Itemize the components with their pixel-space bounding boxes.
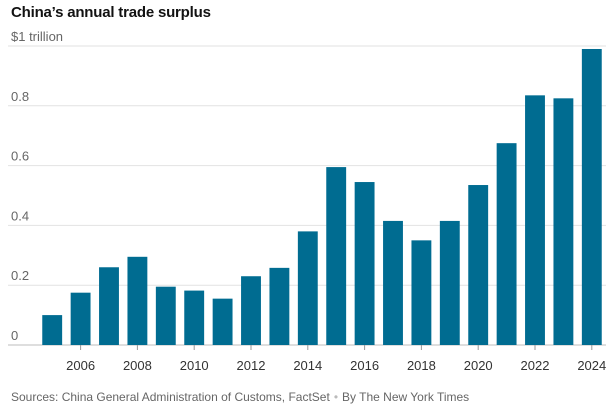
x-tick-label: 2010: [180, 358, 209, 373]
y-tick-label: 0: [11, 328, 18, 343]
bar-2024: [581, 48, 602, 346]
bar-2013: [269, 267, 290, 345]
bar-2019: [439, 220, 460, 345]
bar-2022: [525, 95, 545, 345]
bar-2009: [155, 286, 176, 345]
bar-2021: [496, 143, 517, 345]
bar-2020: [468, 185, 489, 345]
bar-2016: [354, 182, 375, 345]
bar-2005: [42, 315, 63, 345]
bar-2018: [411, 240, 432, 345]
bar-2023: [553, 98, 574, 345]
source-footer: Sources: China General Administration of…: [11, 390, 469, 404]
y-tick-label: 0.4: [11, 208, 29, 223]
bar-2011: [212, 298, 233, 345]
bars: [42, 48, 602, 346]
separator-dot: •: [333, 390, 339, 404]
bar-2014: [297, 231, 318, 345]
bar-2015: [326, 167, 347, 345]
x-tick-label: 2022: [521, 358, 550, 373]
bar-2012: [241, 276, 261, 345]
bar-2010: [184, 290, 205, 345]
y-tick-label: 0.2: [11, 268, 29, 283]
x-tick-label: 2008: [123, 358, 152, 373]
y-tick-label: $1 trillion: [11, 29, 63, 44]
bar-2007: [99, 267, 119, 345]
y-tick-label: 0.6: [11, 149, 29, 164]
y-tick-label: 0.8: [11, 89, 29, 104]
x-tick-label: 2006: [66, 358, 95, 373]
byline-text: By The New York Times: [342, 390, 470, 404]
bar-2008: [127, 256, 148, 345]
chart-title: China’s annual trade surplus: [11, 4, 211, 21]
x-axis-ticks: 2006 2008 2010 2012 2014 2016 2018 2020 2022 2024: [66, 345, 606, 373]
x-tick-label: 2018: [407, 358, 436, 373]
x-tick-label: 2024: [577, 358, 606, 373]
x-tick-label: 2016: [350, 358, 379, 373]
sources-text: Sources: China General Administration of…: [11, 390, 330, 404]
bar-2006: [70, 292, 91, 345]
x-tick-label: 2012: [237, 358, 266, 373]
x-tick-label: 2020: [464, 358, 493, 373]
x-tick-label: 2014: [293, 358, 322, 373]
bar-2017: [383, 220, 403, 345]
